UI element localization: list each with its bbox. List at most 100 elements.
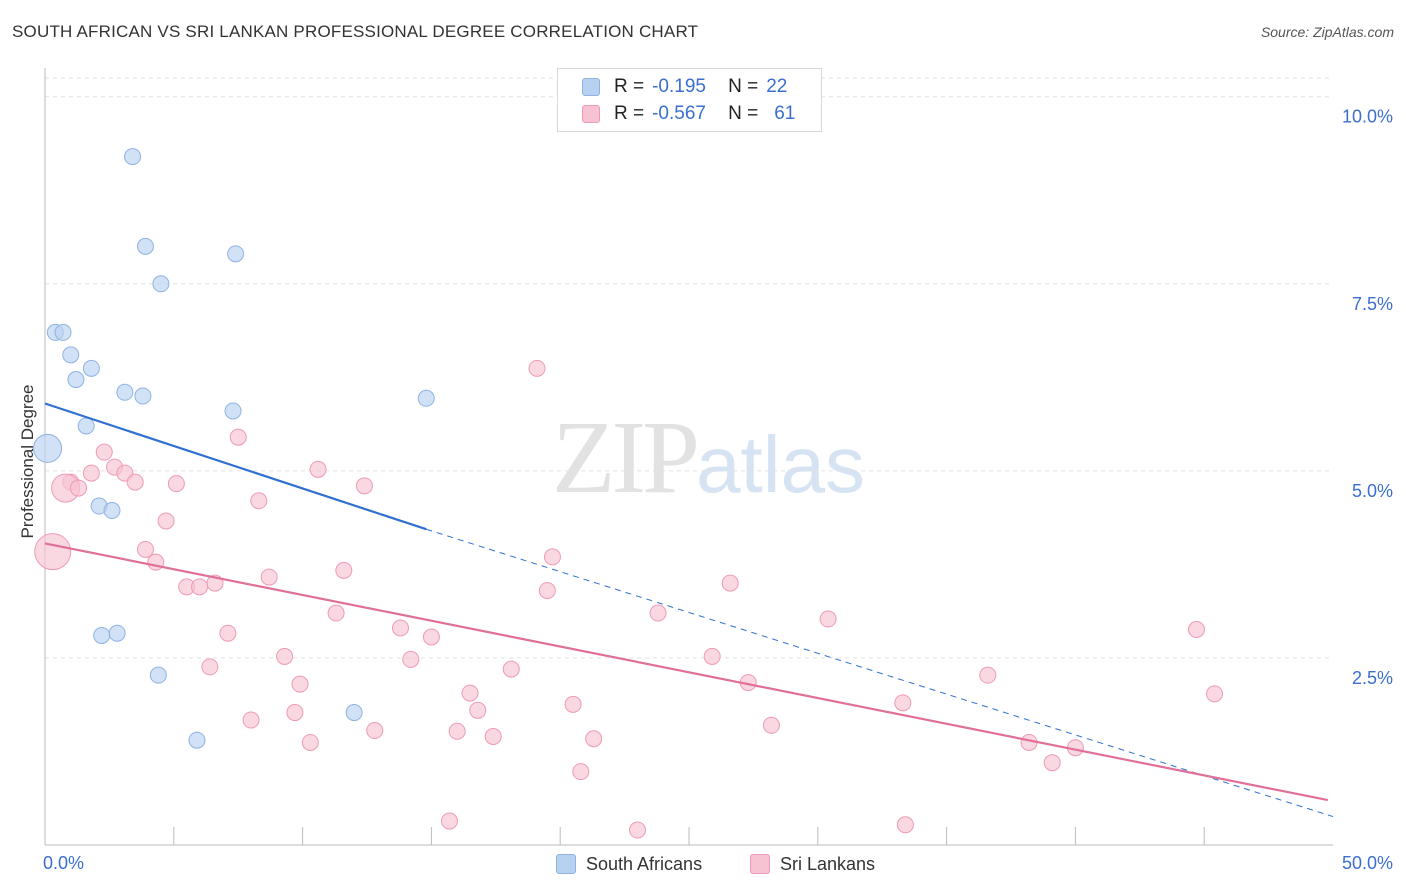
source-label: Source: ZipAtlas.com xyxy=(1260,24,1394,40)
sri-lankan-point xyxy=(167,475,185,493)
sri-lankan-point xyxy=(219,624,237,642)
sri-lankan-point xyxy=(191,578,209,596)
y-axis-label: Professional Degree xyxy=(18,384,37,538)
y-tick-label: 10.0% xyxy=(1342,107,1393,127)
sri-lankan-point xyxy=(366,722,384,740)
south-african-point xyxy=(77,417,95,435)
y-tick-label: 7.5% xyxy=(1352,294,1393,314)
watermark-zip: ZIP xyxy=(552,400,700,515)
legend-n-value: 22 xyxy=(766,76,788,97)
sri-lankan-point xyxy=(291,675,309,693)
south-african-point xyxy=(108,624,126,642)
bottom-legend-sri-lankans: Sri Lankans xyxy=(750,852,875,876)
south-african-point xyxy=(62,346,80,364)
bottom-legend-south-africans: South Africans xyxy=(556,852,702,876)
south-african-point xyxy=(134,387,152,405)
bottom-legend-swatch-blue xyxy=(556,854,576,874)
sri-lankan-trend-line xyxy=(44,542,1329,802)
south-african-point xyxy=(136,237,154,255)
sri-lankan-point xyxy=(502,660,520,678)
bottom-legend-label: Sri Lankans xyxy=(780,853,876,874)
south-african-point xyxy=(188,731,206,749)
south-african-point xyxy=(227,245,245,263)
x-tick-label: 50.0% xyxy=(1342,853,1393,873)
sri-lankan-point xyxy=(649,604,667,622)
legend-swatch-blue xyxy=(582,78,600,96)
sri-lankan-point xyxy=(422,628,440,646)
sri-lankan-point xyxy=(448,722,466,740)
y-tick-label: 2.5% xyxy=(1352,668,1393,688)
sri-lankan-point xyxy=(979,666,997,684)
south-african-point xyxy=(417,389,435,407)
legend-n-label: N = xyxy=(728,103,759,124)
bottom-legend-swatch-pink xyxy=(750,854,770,874)
sri-lankan-point xyxy=(703,647,721,665)
bottom-legend-label: South Africans xyxy=(586,853,703,874)
sri-lankan-point xyxy=(327,604,345,622)
sri-lankan-point xyxy=(564,695,582,713)
south-african-point xyxy=(124,148,142,166)
sri-lankan-point xyxy=(528,359,546,377)
watermark: ZIPatlas xyxy=(552,398,865,517)
south-african-point xyxy=(224,402,242,420)
sri-lankan-point xyxy=(301,733,319,751)
sri-lankan-point xyxy=(157,512,175,530)
legend-row-south-africans: R = -0.195 N = 22 xyxy=(582,74,787,100)
legend-n-label: N = xyxy=(728,76,759,97)
sri-lankan-point xyxy=(1187,620,1205,638)
sri-lankan-point xyxy=(286,704,304,722)
sri-lankan-point xyxy=(335,561,353,579)
south-african-point xyxy=(82,359,100,377)
sri-lankan-point xyxy=(543,548,561,566)
sri-lankan-point xyxy=(402,650,420,668)
legend-swatch-pink xyxy=(582,105,600,123)
sri-lankan-point xyxy=(69,479,87,497)
chart-title: SOUTH AFRICAN VS SRI LANKAN PROFESSIONAL… xyxy=(12,22,699,41)
sri-lankan-point xyxy=(461,684,479,702)
sri-lankan-point xyxy=(309,460,327,478)
sri-lankan-point xyxy=(126,473,144,491)
sri-lankan-point xyxy=(585,730,603,748)
sri-lankan-point xyxy=(95,443,113,461)
south-african-point xyxy=(67,371,85,389)
x-tick-label: 0.0% xyxy=(43,853,84,873)
sri-lankan-point xyxy=(1043,754,1061,772)
y-tick-label: 5.0% xyxy=(1352,481,1393,501)
south-african-point xyxy=(93,626,111,644)
sri-lankan-point xyxy=(355,477,373,495)
sri-lankan-point xyxy=(391,619,409,637)
legend-r-value: -0.195 xyxy=(652,76,706,97)
south-african-point xyxy=(149,666,167,684)
sri-lankan-point xyxy=(484,727,502,745)
sri-lankan-point xyxy=(201,658,219,676)
sri-lankan-point xyxy=(1206,685,1224,703)
legend-r-label: R = xyxy=(614,76,645,97)
legend-row-sri-lankans: R = -0.567 N = 61 xyxy=(582,101,795,127)
legend-n-value: 61 xyxy=(774,103,796,124)
south-african-point xyxy=(152,275,170,293)
sri-lankan-point xyxy=(276,647,294,665)
sri-lankan-point xyxy=(136,540,154,558)
sri-lankan-point xyxy=(538,582,556,600)
south-african-trend-line xyxy=(44,402,427,531)
sri-lankan-point xyxy=(894,694,912,712)
legend-r-value: -0.567 xyxy=(652,103,706,124)
sri-lankan-point xyxy=(469,701,487,719)
sri-lankan-point xyxy=(896,816,914,834)
south-african-point xyxy=(345,704,363,722)
sri-lankan-point xyxy=(229,428,247,446)
sri-lankan-point xyxy=(762,716,780,734)
sri-lankan-point xyxy=(440,812,458,830)
sri-lankan-point xyxy=(572,763,590,781)
watermark-atlas: atlas xyxy=(696,420,865,509)
south-african-point xyxy=(33,433,63,463)
south-african-point xyxy=(103,502,121,520)
sri-lankan-point xyxy=(242,711,260,729)
south-african-trend-extension xyxy=(426,528,1334,818)
legend-r-label: R = xyxy=(614,103,645,124)
sri-lankan-point xyxy=(721,574,739,592)
sri-lankan-point xyxy=(34,533,72,571)
sri-lankan-point xyxy=(82,464,100,482)
correlation-legend: R = -0.195 N = 22 R = -0.567 N = 61 xyxy=(557,68,822,132)
sri-lankan-point xyxy=(250,492,268,510)
